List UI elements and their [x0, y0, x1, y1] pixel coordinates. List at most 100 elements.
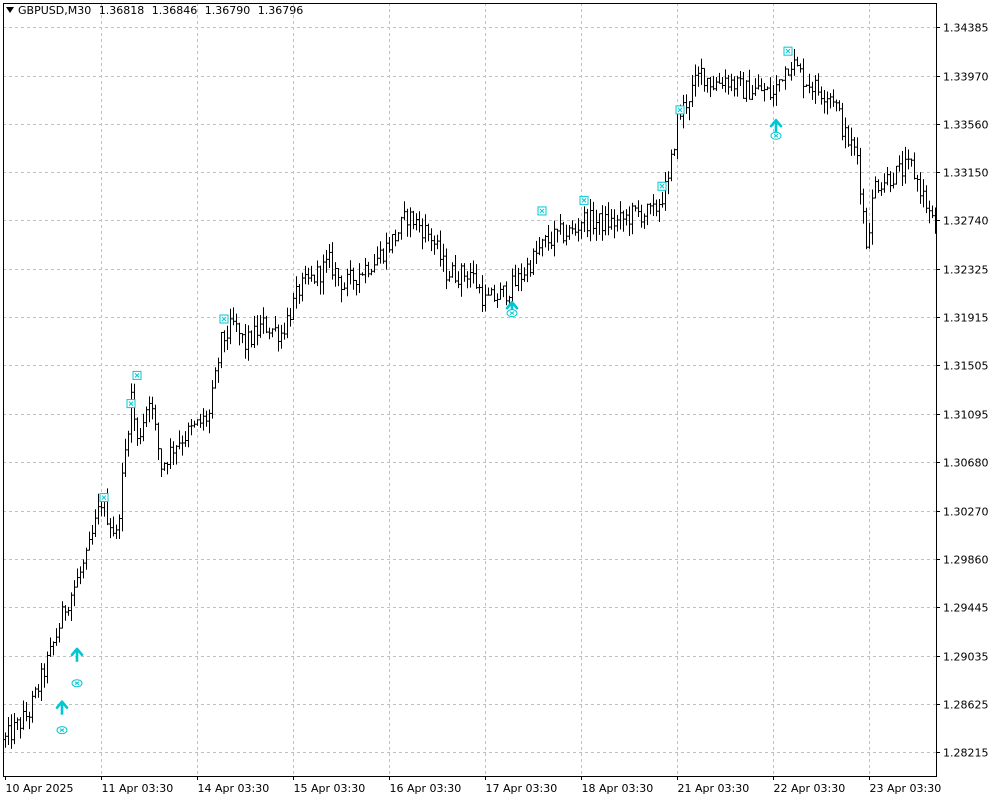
- ohlc-bar: [862, 188, 865, 224]
- ohlc-bar: [370, 268, 373, 276]
- ohlc-bar: [328, 244, 331, 269]
- ohlc-bar: [319, 265, 322, 295]
- x-tick-label: 17 Apr 03:30: [486, 782, 558, 795]
- ohlc-bar: [751, 84, 754, 101]
- ohlc-bar: [70, 592, 73, 621]
- symbol-label[interactable]: GBPUSD,M30: [18, 4, 92, 17]
- ohlc-bar: [379, 241, 382, 264]
- ohlc-bar: [88, 531, 91, 551]
- ohlc-bar: [922, 179, 925, 208]
- ohlc-bar: [520, 263, 523, 292]
- ohlc-bar: [781, 79, 784, 82]
- ohlc-bar: [22, 700, 25, 730]
- ohlc-bar: [154, 404, 157, 431]
- ohlc-bar: [97, 493, 100, 525]
- ohlc-bar: [661, 191, 664, 208]
- ohlc-bar: [208, 409, 211, 434]
- ohlc-bar: [478, 284, 481, 294]
- ohlc-bar: [871, 189, 874, 245]
- ohlc-bar: [472, 260, 475, 284]
- ohlc-bar: [868, 222, 871, 249]
- ohlc-bar: [625, 209, 628, 226]
- ohlc-bar: [193, 420, 196, 428]
- ohlc-bar: [490, 287, 493, 296]
- y-tick-label: 1.33970: [943, 71, 989, 84]
- ohlc-bar: [451, 262, 454, 278]
- ohlc-bar: [427, 223, 430, 242]
- price-axis[interactable]: 1.34385 1.33970 1.33560 1.33150 1.32740 1.323…: [936, 22, 989, 760]
- y-tick-label: 1.28215: [943, 747, 989, 760]
- ohlc-bar: [376, 246, 379, 266]
- ohlc-bar: [766, 86, 769, 91]
- ohlc-bar: [187, 422, 190, 448]
- ohlc-bar: [340, 275, 343, 303]
- ohlc-bar: [721, 77, 724, 89]
- time-axis[interactable]: 10 Apr 2025 11 Apr 03:30 14 Apr 03:30 15 Ap…: [5, 776, 942, 795]
- ohlc-bar: [190, 419, 193, 436]
- ohlc-bar: [700, 58, 703, 85]
- square-marker-icon: [657, 181, 667, 191]
- ohlc-bar: [373, 253, 376, 273]
- ohlc-bar: [445, 248, 448, 290]
- ohlc-bar: [286, 307, 289, 339]
- ellipse-marker-icon: [770, 131, 782, 140]
- ohlc-bar: [703, 67, 706, 92]
- ohlc-bar: [694, 64, 697, 97]
- ohlc-bar: [388, 236, 391, 253]
- ohlc-bar: [211, 380, 214, 419]
- ohlc-bar: [913, 152, 916, 180]
- ohlc-bar: [880, 182, 883, 196]
- ohlc-bar: [196, 419, 199, 426]
- ohlc-bar: [100, 499, 103, 517]
- ohlc-bar: [505, 281, 508, 306]
- ohlc-bar: [433, 235, 436, 255]
- ohlc-bar: [685, 94, 688, 114]
- ohlc-bar: [343, 282, 346, 291]
- x-tick-label: 11 Apr 03:30: [102, 782, 174, 795]
- ohlc-bar: [493, 284, 496, 302]
- ohlc-bar: [31, 690, 34, 723]
- ohlc-bar: [757, 74, 760, 90]
- ohlc-bar: [475, 264, 478, 289]
- ohlc-bar: [43, 663, 46, 688]
- y-tick-label: 1.29445: [943, 602, 989, 615]
- ohlc-bar: [826, 91, 829, 115]
- ohlc-bar: [586, 208, 589, 238]
- y-tick-label: 1.33150: [943, 167, 989, 180]
- ohlc-bar: [517, 267, 520, 292]
- symbol-menu-icon[interactable]: [6, 7, 14, 13]
- ohlc-bar: [577, 218, 580, 242]
- x-tick-label: 16 Apr 03:30: [390, 782, 462, 795]
- ohlc-bar: [223, 330, 226, 353]
- ohlc-bar: [301, 272, 304, 302]
- ohlc-bar: [130, 383, 133, 443]
- marker-cross: [539, 208, 545, 214]
- ohlc-bar: [754, 78, 757, 96]
- ohlc-bar: [199, 413, 202, 428]
- ohlc-bar: [145, 406, 148, 427]
- marker-cross: [509, 311, 515, 316]
- ohlc-bar: [748, 69, 751, 100]
- ohlc-bar: [25, 702, 28, 722]
- ohlc-bar: [10, 714, 13, 749]
- ohlc-bar: [244, 324, 247, 359]
- y-tick-label: 1.33560: [943, 119, 989, 132]
- ohlc-bar: [730, 73, 733, 92]
- ohlc-bar: [448, 270, 451, 282]
- ohlc-bar: [799, 63, 802, 73]
- y-tick-label: 1.29860: [943, 554, 989, 567]
- ohlc-bar: [118, 514, 121, 540]
- ohlc-bar: [640, 204, 643, 228]
- bars-layer: [4, 48, 937, 749]
- ohlc-bar: [709, 76, 712, 98]
- ohlc-bar: [259, 314, 262, 338]
- ohlc-bar: [256, 315, 259, 346]
- ohlc-bar: [718, 72, 721, 84]
- ohlc-bar: [214, 367, 217, 389]
- ohlc-bar: [310, 265, 313, 282]
- ohlc-bar: [676, 109, 679, 159]
- arrow-head: [769, 118, 783, 128]
- ellipse-marker-icon: [506, 309, 518, 318]
- ohlc-bar: [163, 462, 166, 471]
